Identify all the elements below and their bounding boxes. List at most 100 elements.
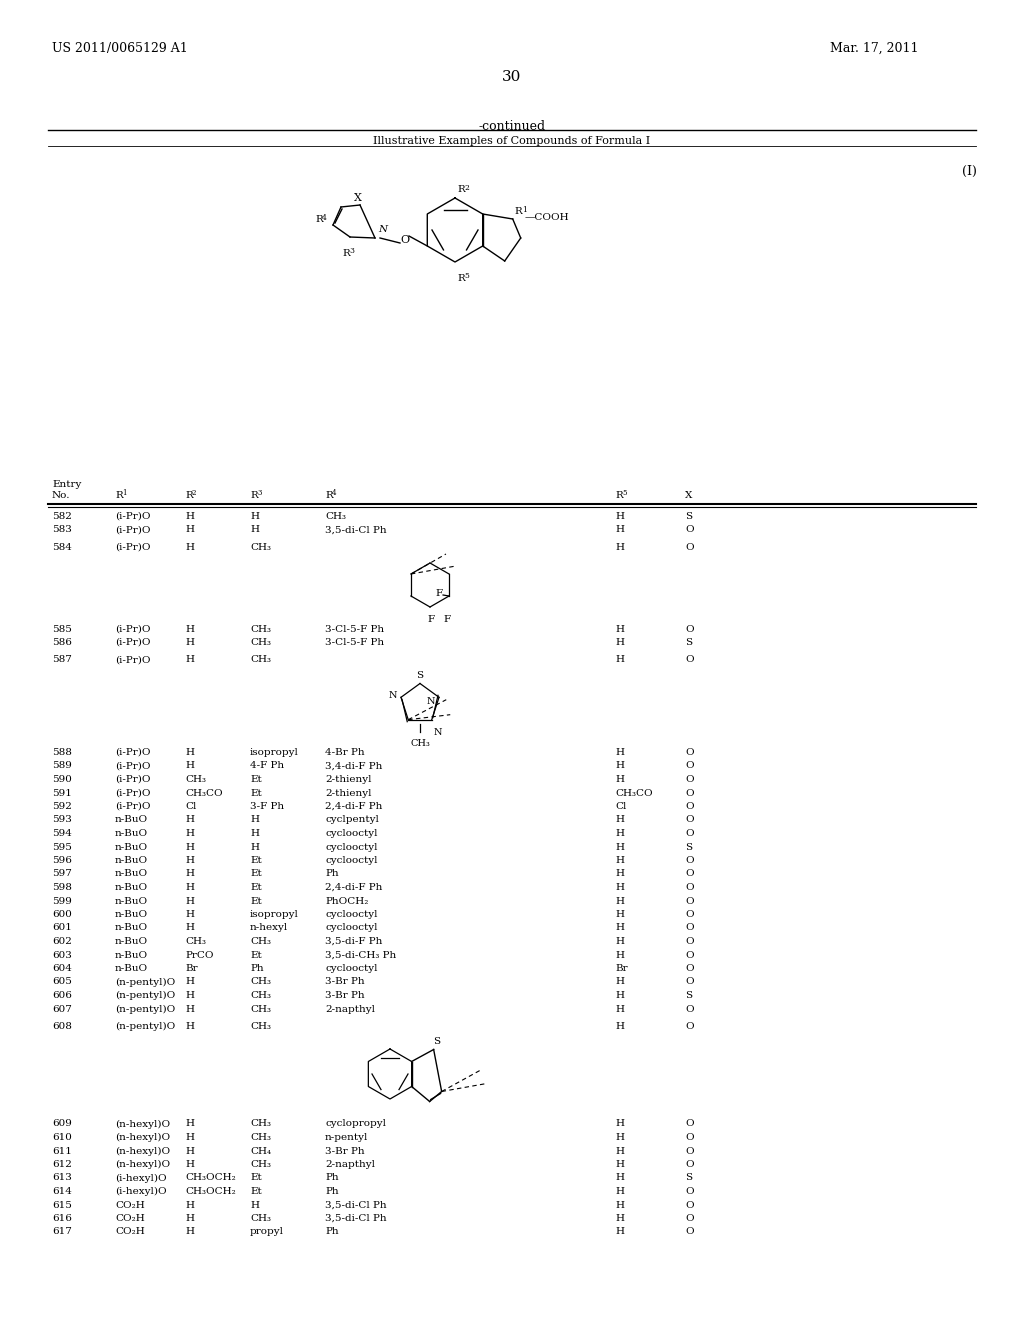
Text: O: O xyxy=(685,1214,693,1224)
Text: X: X xyxy=(354,193,361,203)
Text: H: H xyxy=(615,748,624,756)
Text: 582: 582 xyxy=(52,512,72,521)
Text: (i-Pr)O: (i-Pr)O xyxy=(115,775,151,784)
Text: 4-F Ph: 4-F Ph xyxy=(250,762,284,771)
Text: F: F xyxy=(428,615,435,624)
Text: isopropyl: isopropyl xyxy=(250,748,299,756)
Text: S: S xyxy=(685,512,692,521)
Text: 594: 594 xyxy=(52,829,72,838)
Text: (i-Pr)O: (i-Pr)O xyxy=(115,624,151,634)
Text: R: R xyxy=(315,215,323,224)
Text: CH₃: CH₃ xyxy=(185,937,206,946)
Text: 601: 601 xyxy=(52,924,72,932)
Text: H: H xyxy=(615,1133,624,1142)
Text: O: O xyxy=(685,1187,693,1196)
Text: 3,5-di-Cl Ph: 3,5-di-Cl Ph xyxy=(325,1200,387,1209)
Text: (i-Pr)O: (i-Pr)O xyxy=(115,788,151,797)
Text: N: N xyxy=(427,697,435,706)
Text: H: H xyxy=(615,1160,624,1170)
Text: H: H xyxy=(185,991,194,1001)
Text: O: O xyxy=(685,543,693,552)
Text: O: O xyxy=(685,964,693,973)
Text: X: X xyxy=(685,491,692,500)
Text: S: S xyxy=(685,842,692,851)
Text: 3-Cl-5-F Ph: 3-Cl-5-F Ph xyxy=(325,638,384,647)
Text: (I): (I) xyxy=(962,165,977,178)
Text: H: H xyxy=(250,525,259,535)
Text: H: H xyxy=(250,829,259,838)
Text: H: H xyxy=(250,816,259,825)
Text: CH₃: CH₃ xyxy=(185,775,206,784)
Text: n-BuO: n-BuO xyxy=(115,964,148,973)
Text: Cl: Cl xyxy=(185,803,197,810)
Text: H: H xyxy=(185,829,194,838)
Text: 3,5-di-Cl Ph: 3,5-di-Cl Ph xyxy=(325,525,387,535)
Text: H: H xyxy=(615,855,624,865)
Text: 4-Br Ph: 4-Br Ph xyxy=(325,748,365,756)
Text: 590: 590 xyxy=(52,775,72,784)
Text: H: H xyxy=(185,748,194,756)
Text: O: O xyxy=(685,775,693,784)
Text: 589: 589 xyxy=(52,762,72,771)
Text: CH₃OCH₂: CH₃OCH₂ xyxy=(185,1187,236,1196)
Text: 604: 604 xyxy=(52,964,72,973)
Text: O: O xyxy=(685,525,693,535)
Text: H: H xyxy=(615,978,624,986)
Text: O: O xyxy=(400,235,410,246)
Text: H: H xyxy=(615,909,624,919)
Text: 591: 591 xyxy=(52,788,72,797)
Text: H: H xyxy=(615,950,624,960)
Text: H: H xyxy=(615,525,624,535)
Text: O: O xyxy=(685,624,693,634)
Text: 3-Br Ph: 3-Br Ph xyxy=(325,978,365,986)
Text: 607: 607 xyxy=(52,1005,72,1014)
Text: H: H xyxy=(185,924,194,932)
Text: 2: 2 xyxy=(193,488,197,498)
Text: Et: Et xyxy=(250,950,262,960)
Text: H: H xyxy=(185,883,194,892)
Text: 606: 606 xyxy=(52,991,72,1001)
Text: O: O xyxy=(685,1119,693,1129)
Text: —COOH: —COOH xyxy=(524,213,569,222)
Text: n-BuO: n-BuO xyxy=(115,924,148,932)
Text: Ph: Ph xyxy=(325,1187,339,1196)
Text: Ph: Ph xyxy=(325,870,339,879)
Text: 2-thienyl: 2-thienyl xyxy=(325,775,372,784)
Text: 616: 616 xyxy=(52,1214,72,1224)
Text: (i-Pr)O: (i-Pr)O xyxy=(115,748,151,756)
Text: 587: 587 xyxy=(52,656,72,664)
Text: cyclooctyl: cyclooctyl xyxy=(325,909,378,919)
Text: H: H xyxy=(615,829,624,838)
Text: H: H xyxy=(615,883,624,892)
Text: O: O xyxy=(685,656,693,664)
Text: Et: Et xyxy=(250,896,262,906)
Text: O: O xyxy=(685,1022,693,1031)
Text: S: S xyxy=(417,672,424,681)
Text: CH₃: CH₃ xyxy=(410,739,430,748)
Text: 602: 602 xyxy=(52,937,72,946)
Text: H: H xyxy=(185,525,194,535)
Text: 617: 617 xyxy=(52,1228,72,1237)
Text: H: H xyxy=(185,624,194,634)
Text: 3,5-di-Cl Ph: 3,5-di-Cl Ph xyxy=(325,1214,387,1224)
Text: 3-Br Ph: 3-Br Ph xyxy=(325,991,365,1001)
Text: F: F xyxy=(435,590,442,598)
Text: 588: 588 xyxy=(52,748,72,756)
Text: CH₃: CH₃ xyxy=(250,978,271,986)
Text: H: H xyxy=(250,1200,259,1209)
Text: (n-hexyl)O: (n-hexyl)O xyxy=(115,1119,170,1129)
Text: R: R xyxy=(615,491,623,500)
Text: Entry: Entry xyxy=(52,480,81,488)
Text: 1: 1 xyxy=(122,488,127,498)
Text: (i-Pr)O: (i-Pr)O xyxy=(115,638,151,647)
Text: R: R xyxy=(457,275,465,282)
Text: R: R xyxy=(457,185,465,194)
Text: 5: 5 xyxy=(464,272,469,280)
Text: CH₃: CH₃ xyxy=(250,1133,271,1142)
Text: US 2011/0065129 A1: US 2011/0065129 A1 xyxy=(52,42,187,55)
Text: 2-thienyl: 2-thienyl xyxy=(325,788,372,797)
Text: R: R xyxy=(115,491,123,500)
Text: S: S xyxy=(433,1038,440,1047)
Text: 2-napthyl: 2-napthyl xyxy=(325,1005,375,1014)
Text: cyclooctyl: cyclooctyl xyxy=(325,842,378,851)
